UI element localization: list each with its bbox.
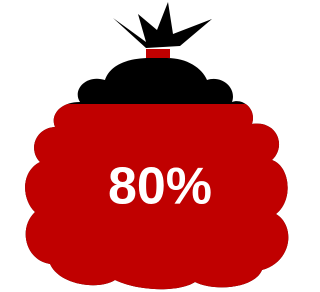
value-label: 80% [108, 158, 212, 216]
bag-tie [113, 2, 212, 48]
bag-infographic: 80% [0, 0, 302, 292]
bag-knot [146, 49, 170, 58]
